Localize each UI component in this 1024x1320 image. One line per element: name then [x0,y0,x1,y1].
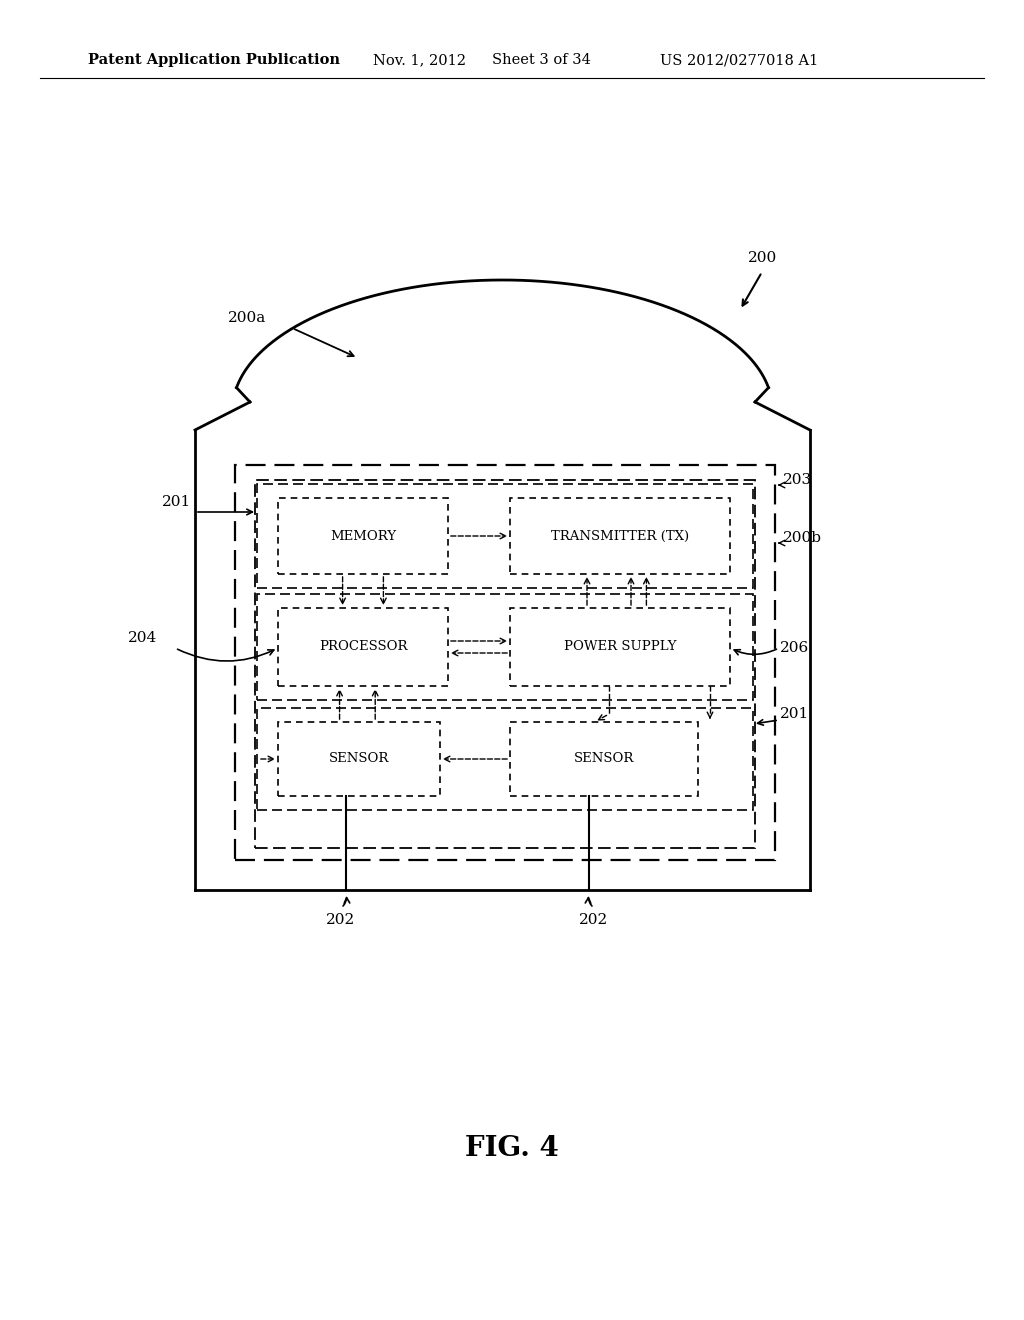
Bar [257,708,753,810]
Bar [255,480,755,847]
Text: Sheet 3 of 34: Sheet 3 of 34 [492,53,591,67]
Text: 200b: 200b [783,531,822,545]
Bar [510,722,698,796]
Text: 202: 202 [327,913,355,927]
Bar [278,498,449,574]
Bar [257,594,753,700]
Bar [510,609,730,686]
Text: POWER SUPPLY: POWER SUPPLY [564,640,676,653]
Text: US 2012/0277018 A1: US 2012/0277018 A1 [660,53,818,67]
Text: 202: 202 [580,913,608,927]
Text: 206: 206 [780,642,809,655]
Text: 201: 201 [780,708,809,721]
Bar [278,722,440,796]
Text: 200: 200 [748,251,777,265]
Text: Patent Application Publication: Patent Application Publication [88,53,340,67]
Text: PROCESSOR: PROCESSOR [318,640,408,653]
Text: 204: 204 [128,631,158,645]
Text: TRANSMITTER (TX): TRANSMITTER (TX) [551,529,689,543]
Text: SENSOR: SENSOR [329,752,389,766]
Text: MEMORY: MEMORY [330,529,396,543]
Bar [510,498,730,574]
Bar [278,609,449,686]
Text: 201: 201 [162,495,191,510]
Text: 203: 203 [783,473,812,487]
Bar [234,465,775,861]
Bar [257,484,753,587]
Text: SENSOR: SENSOR [573,752,634,766]
Text: Nov. 1, 2012: Nov. 1, 2012 [373,53,466,67]
Text: 200a: 200a [228,312,266,325]
Text: FIG. 4: FIG. 4 [465,1134,559,1162]
